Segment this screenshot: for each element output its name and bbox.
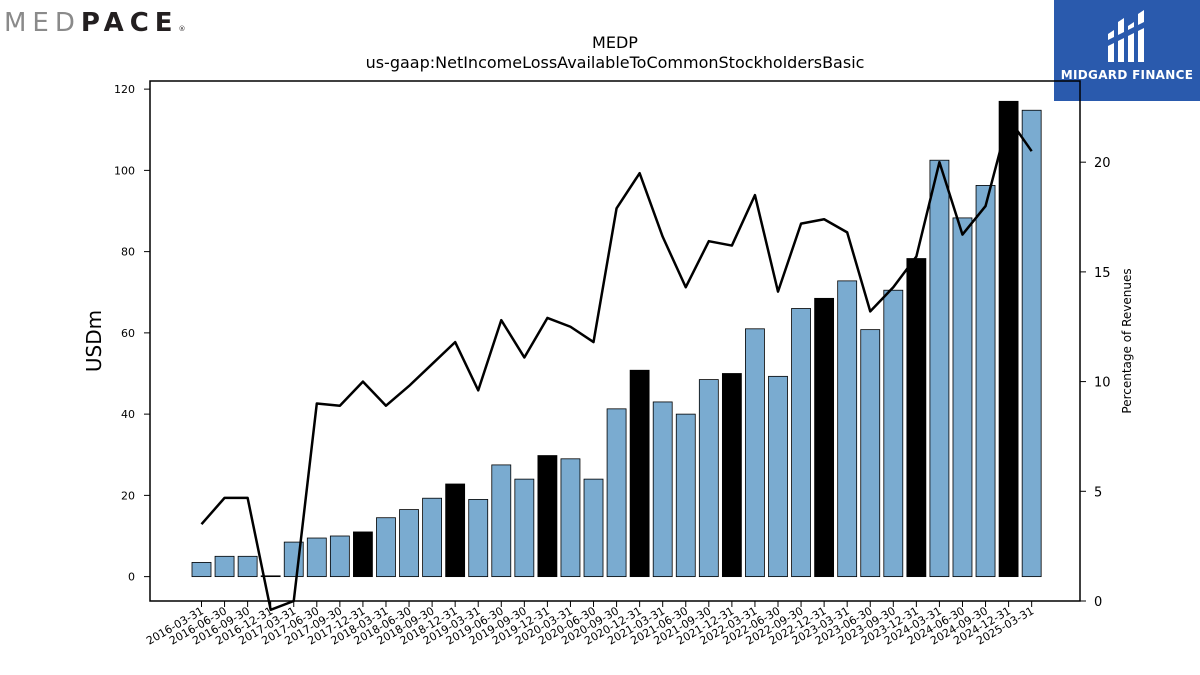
bar-2024-06-30 bbox=[952, 217, 973, 578]
y2-tick-label: 10 bbox=[1094, 376, 1111, 391]
bar-2020-03-31 bbox=[560, 458, 581, 578]
midgard-m-icon bbox=[1108, 10, 1144, 62]
bar-2019-03-31 bbox=[468, 499, 489, 578]
y-tick-label: 40 bbox=[121, 408, 135, 421]
bar-2020-09-30 bbox=[606, 408, 627, 578]
percentage-line bbox=[200, 117, 1033, 612]
y-axis-left: 0 20 40 60 80 100 120 bbox=[114, 83, 150, 584]
bar-2018-09-30 bbox=[422, 497, 443, 578]
bar-2020-12-31 bbox=[629, 369, 650, 578]
medpace-logo: MEDPACE® bbox=[4, 8, 186, 38]
bar-2021-12-31 bbox=[721, 373, 742, 578]
y-tick-label: 120 bbox=[114, 83, 135, 96]
bar-2018-06-30 bbox=[399, 509, 419, 578]
bar-series bbox=[191, 100, 1042, 578]
plot-frame bbox=[149, 80, 1081, 602]
bar-2023-03-31 bbox=[837, 280, 858, 578]
bar-2023-12-31 bbox=[906, 258, 927, 578]
y-tick-label: 60 bbox=[121, 327, 135, 340]
bar-2019-09-30 bbox=[514, 478, 535, 578]
bar-2023-09-30 bbox=[883, 289, 904, 578]
midgard-finance-logo: MIDGARD FINANCE bbox=[1054, 0, 1200, 101]
y2-tick-label: 5 bbox=[1094, 485, 1102, 500]
bar-2021-09-30 bbox=[698, 379, 719, 578]
bar-2022-12-31 bbox=[814, 297, 835, 578]
bar-2016-12-31 bbox=[260, 575, 281, 578]
bar-2024-09-30 bbox=[975, 185, 996, 578]
bar-2016-09-30 bbox=[237, 555, 258, 578]
y-tick-label: 100 bbox=[114, 164, 135, 177]
y-axis-label: USDm bbox=[82, 310, 106, 372]
bar-2020-06-30 bbox=[583, 478, 604, 578]
bar-2025-03-31 bbox=[1021, 109, 1042, 578]
bar-2018-12-31 bbox=[445, 483, 466, 578]
bar-2021-03-31 bbox=[652, 401, 673, 578]
bar-2017-12-31 bbox=[353, 531, 373, 578]
x-axis: 2016-03-312016-06-302016-09-302016-12-31… bbox=[144, 601, 1036, 648]
chart-title: MEDP bbox=[592, 33, 638, 52]
y2-tick-label: 15 bbox=[1094, 266, 1111, 281]
bar-2017-06-30 bbox=[306, 537, 327, 578]
bar-2016-06-30 bbox=[214, 555, 235, 578]
bar-2019-12-31 bbox=[537, 455, 558, 578]
y-axis-right: 0 5 10 15 20 bbox=[1080, 156, 1111, 610]
y2-axis-label: Percentage of Revenues bbox=[1120, 268, 1134, 413]
midgard-brand-text: MIDGARD FINANCE bbox=[1060, 68, 1194, 82]
bar-2021-06-30 bbox=[675, 413, 696, 578]
bar-2017-09-30 bbox=[329, 535, 350, 578]
y-tick-label: 80 bbox=[121, 246, 135, 259]
y-tick-label: 0 bbox=[128, 571, 135, 584]
bar-2022-03-31 bbox=[745, 328, 765, 578]
bar-2016-03-31 bbox=[191, 562, 212, 578]
bar-2018-03-31 bbox=[376, 517, 396, 578]
bar-2024-03-31 bbox=[929, 159, 950, 578]
line-series bbox=[200, 117, 1033, 612]
bar-2024-12-31 bbox=[998, 100, 1019, 578]
y2-tick-label: 20 bbox=[1094, 156, 1111, 171]
y-tick-label: 20 bbox=[121, 489, 135, 502]
bar-2019-06-30 bbox=[491, 464, 512, 578]
chart-subtitle: us-gaap:NetIncomeLossAvailableToCommonSt… bbox=[366, 53, 865, 72]
bar-2022-09-30 bbox=[791, 308, 811, 578]
y2-tick-label: 0 bbox=[1094, 595, 1102, 610]
bar-2022-06-30 bbox=[768, 375, 788, 578]
bar-2023-06-30 bbox=[860, 329, 881, 578]
